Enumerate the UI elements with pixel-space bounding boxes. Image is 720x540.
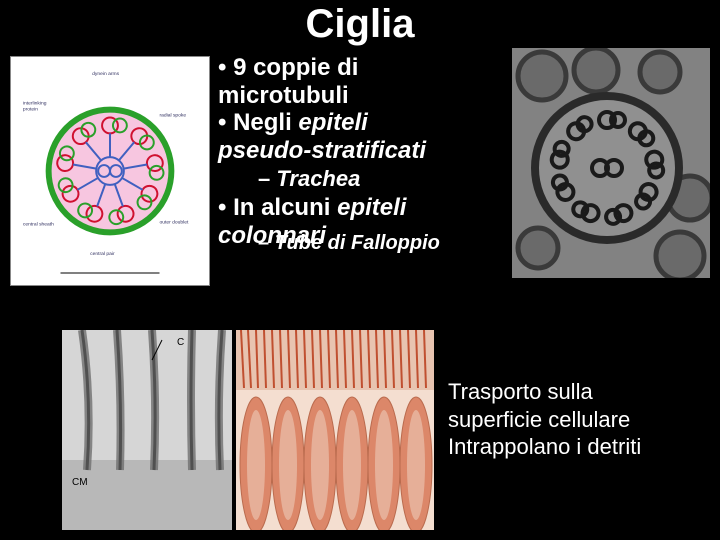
svg-text:outer doublet: outer doublet [160, 219, 189, 225]
svg-text:dynein arms: dynein arms [92, 71, 119, 77]
bullet-2-prefix: • Negli [218, 109, 298, 136]
sub-bullet-falloppio-wrap: – Tube di Falloppio [218, 232, 558, 255]
svg-text:interlinking: interlinking [23, 101, 47, 107]
svg-text:central sheath: central sheath [23, 221, 54, 227]
svg-text:radial spoke: radial spoke [160, 113, 187, 119]
bullet-2: • Negli epiteli pseudo-stratificati [218, 109, 508, 164]
bullet-1-line2: microtubuli [218, 82, 349, 109]
bottom-line1: Trasporto sulla [448, 378, 708, 406]
svg-text:C: C [177, 337, 184, 348]
bullet-3-prefix: • In alcuni [218, 194, 337, 221]
svg-text:CM: CM [72, 477, 88, 488]
svg-text:central pair: central pair [90, 251, 115, 257]
electron-micrograph-image [512, 48, 710, 278]
sub2-dash: – [258, 232, 275, 254]
page-title: Ciglia [0, 2, 720, 47]
sub-dash: – [258, 166, 276, 191]
bullet-2-italic2: pseudo-stratificati [218, 137, 426, 164]
bullet-1-line1: • 9 coppie di [218, 54, 358, 81]
bottom-description: Trasporto sulla superficie cellulare Int… [448, 378, 708, 461]
histology-light-image [236, 330, 434, 530]
sub-bullet-trachea-text: Trachea [276, 166, 360, 191]
bullet-2-italic1: epiteli [298, 109, 367, 136]
bullet-1: • 9 coppie di microtubuli [218, 54, 508, 109]
histology-em-image: C CM [62, 330, 232, 530]
bottom-line3: Intrappolano i detriti [448, 433, 708, 461]
bottom-line2: superficie cellulare [448, 406, 708, 434]
svg-text:protein: protein [23, 107, 38, 113]
bullet-3-italic1: epiteli [337, 194, 406, 221]
sub-bullet-falloppio-text: Tube di Falloppio [275, 232, 440, 254]
bullet-list: • 9 coppie di microtubuli • Negli epitel… [218, 54, 508, 250]
sub-bullet-trachea: – Trachea [258, 166, 508, 192]
cilium-schematic-diagram: dynein arms interlinking protein radial … [10, 56, 210, 286]
